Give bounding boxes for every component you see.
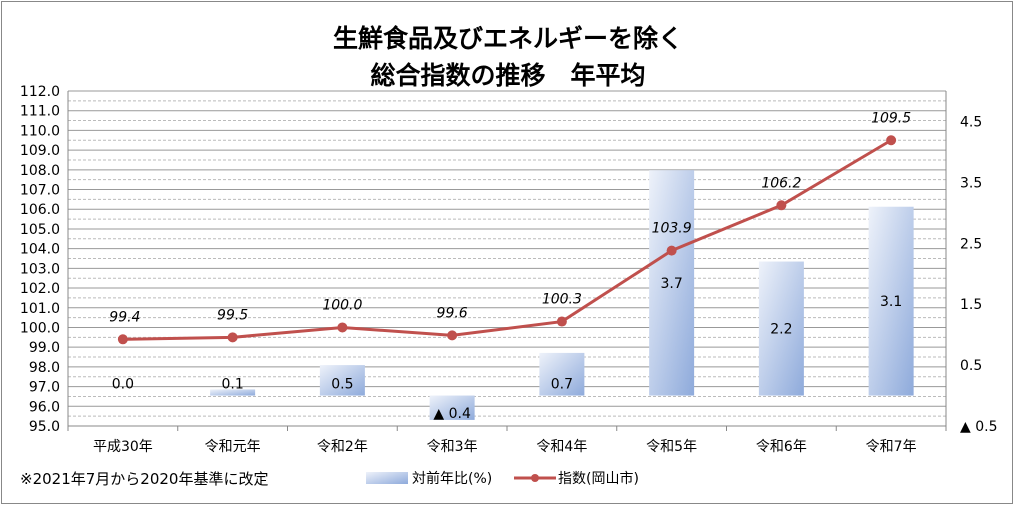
legend-line-marker [531,474,539,482]
line-point [447,330,458,341]
line-label: 100.3 [542,292,582,308]
left-tick-label: 102.0 [20,281,60,297]
left-tick-label: 106.0 [20,202,60,218]
left-tick-label: 98.0 [29,360,60,376]
line-label: 106.2 [761,175,801,191]
bar [649,170,695,396]
bar-label: 3.1 [880,294,902,310]
bar [319,365,365,396]
left-tick-label: 109.0 [20,143,60,159]
left-tick-label: 99.0 [29,340,60,356]
bar [539,352,585,396]
bar [429,395,475,420]
line-point [666,245,677,256]
bar [868,206,914,396]
right-tick-label: ▲ 0.5 [960,419,997,435]
bar-label: 3.7 [660,276,682,292]
left-tick-label: 103.0 [20,261,60,277]
bar [210,389,256,396]
legend-line-label: 指数(岡山市) [558,470,639,487]
chart-title-line-1: 生鮮食品及びエネルギーを除く [333,24,683,53]
line-label: 103.9 [652,221,692,237]
left-tick-label: 111.0 [20,104,60,120]
x-tick-label: 令和7年 [866,439,917,455]
left-tick-label: 96.0 [29,399,60,415]
line-point [886,135,897,146]
right-tick-label: 3.5 [960,175,982,191]
bar-label: 2.2 [770,322,792,338]
line-label: 100.0 [322,297,362,313]
x-tick-label: 令和3年 [427,439,478,455]
left-tick-label: 108.0 [20,163,60,179]
x-tick-label: 令和5年 [646,439,697,455]
line-label: 99.5 [217,307,248,323]
left-tick-label: 110.0 [20,123,60,139]
line-label: 109.5 [871,110,911,126]
x-tick-label: 令和4年 [536,439,587,455]
bar [758,261,804,396]
left-tick-label: 95.0 [29,419,60,435]
left-tick-label: 107.0 [20,183,60,199]
chart-title-line-2: 総合指数の推移 年平均 [370,61,645,90]
right-tick-label: 4.5 [960,114,982,130]
bar-label: 0.1 [221,377,243,393]
x-tick-label: 令和6年 [756,439,807,455]
left-tick-label: 97.0 [29,380,60,396]
note: ※2021年7月から2020年基準に改定 [20,470,268,488]
index-line [122,138,892,341]
left-tick-label: 104.0 [20,242,60,258]
legend-bar-label: 対前年比(%) [412,470,492,487]
x-tick-label: 平成30年 [93,439,153,455]
right-tick-label: 0.5 [960,358,982,374]
line-point [337,322,348,333]
left-tick-label: 105.0 [20,222,60,238]
bar-label: 0.0 [112,377,134,393]
x-tick-label: 令和2年 [317,439,368,455]
line-point [227,332,238,343]
line-label: 99.4 [109,309,140,325]
line-point [556,316,567,327]
bar-label: 0.5 [331,377,353,393]
x-tick-label: 令和元年 [205,439,261,455]
left-tick-label: 101.0 [20,301,60,317]
left-tick-label: 100.0 [20,320,60,336]
line-label: 99.6 [437,305,468,321]
bar-label: 0.7 [551,377,573,393]
right-tick-label: 2.5 [960,236,982,252]
right-tick-label: 1.5 [960,297,982,313]
left-tick-label: 112.0 [20,84,60,100]
bar-label: ▲ 0.4 [433,406,471,422]
line-point [776,200,787,211]
legend-bar-swatch [366,472,408,484]
line-point [117,334,128,345]
